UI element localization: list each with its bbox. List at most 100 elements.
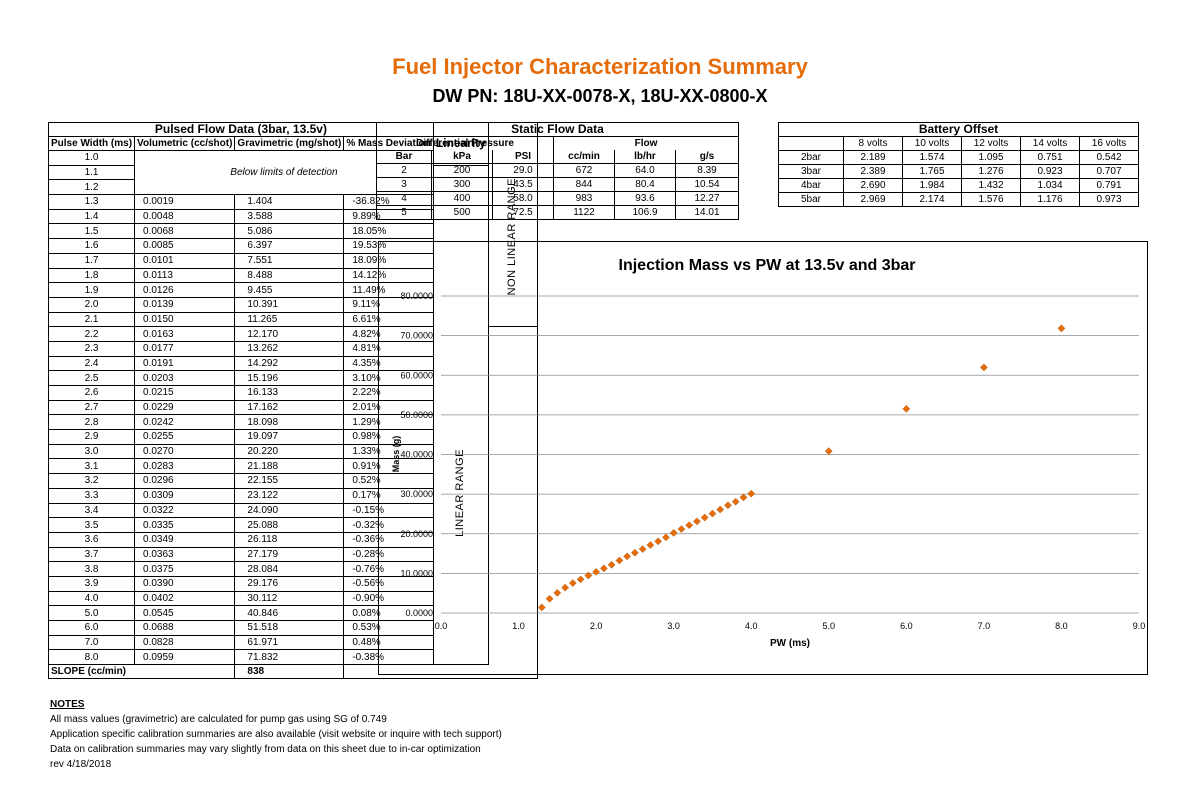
x-axis-label: PW (ms) [770,638,810,649]
gravimetric-cell: 14.292 [234,356,345,372]
note-line: Data on calibration summaries may vary s… [50,744,481,755]
mass-deviation-cell: 0.91% [343,458,434,475]
table-row: 3.9 0.0390 29.176 -0.56% [47,576,538,592]
table-row: 3.4 0.0322 24.090 -0.15% [47,503,538,519]
data-point [980,363,988,372]
pulse-width-cell: 2.1 [47,312,136,328]
mass-deviation-cell: 14.12% [343,268,434,284]
data-point [553,588,562,597]
mass-deviation-cell: 0.08% [343,605,434,621]
pulse-width-cell: 1.3 [47,194,136,210]
y-tick-label: 60.0000 [400,370,433,380]
chart-title: Injection Mass vs PW at 13.5v and 3bar [619,257,916,274]
mass-deviation-cell: 4.81% [343,341,434,357]
table-row: 1.1 [47,165,538,181]
volumetric-cell: 0.0283 [134,458,236,475]
x-tick-label: 3.0 [667,621,680,631]
volumetric-cell: 0.0828 [134,635,236,651]
pulse-width-cell: 2.0 [47,297,136,313]
static-flow-cell: 43.5 [492,177,554,192]
table-row: 1.4 0.0048 3.588 9.89% [47,209,538,225]
gravimetric-cell: 24.090 [234,503,345,519]
gravimetric-cell: 20.220 [234,444,345,460]
volumetric-cell: 0.0242 [134,414,236,431]
mass-deviation-cell: 0.48% [343,635,434,651]
pulse-width-cell: 3.1 [47,458,136,475]
table-row: 5.0 0.0545 40.846 0.08% [47,605,538,621]
table-row: 2.2 0.0163 12.170 4.82% LINEAR RANGE [47,326,538,666]
data-point [576,575,585,584]
notes-heading: NOTES [50,699,85,710]
table-row: 2.0 0.0139 10.391 9.11% [47,297,538,313]
gravimetric-cell: 15.196 [234,370,345,386]
pulse-width-cell: 1.6 [47,238,136,254]
data-point [693,517,701,526]
mass-deviation-cell: 9.11% [343,297,434,313]
volumetric-cell: 0.0390 [134,576,236,592]
mass-deviation-cell: 3.10% [343,370,434,386]
static-flow-cell: 672 [553,163,615,178]
pulse-width-cell: 2.4 [47,356,136,372]
x-tick-label: 6.0 [900,621,913,631]
gravimetric-cell: 10.391 [234,297,345,313]
table-row: 4 400 58.0 983 93.6 12.27 [376,191,739,206]
pulse-width-cell: 7.0 [47,635,136,651]
notes-section: NOTES All mass values (gravimetric) are … [50,697,502,772]
table-row: 4bar 2.690 1.984 1.432 1.034 0.791 [778,178,1139,193]
static-flow-cell: 200 [431,163,493,178]
column-header: 10 volts [902,136,962,151]
static-flow-cell: 58.0 [492,191,554,206]
table-row: 3.7 0.0363 27.179 -0.28% [47,547,538,563]
pulse-width-cell: 3.2 [47,473,136,489]
mass-deviation-cell: -0.15% [343,503,434,519]
data-point [677,525,686,533]
pulse-width-cell: 4.0 [47,591,136,607]
linear-range-cell: LINEAR RANGE [432,326,489,666]
pulse-width-cell: 5.0 [47,605,136,621]
gravimetric-cell: 21.188 [234,458,345,475]
differential-pressure-group: Differential Pressure [376,136,554,150]
data-point [824,447,833,456]
mass-deviation-cell: 1.29% [343,414,434,431]
gravimetric-cell: 27.179 [234,547,345,563]
gravimetric-cell: 3.588 [234,209,345,225]
volumetric-cell: 0.0150 [134,312,236,328]
column-header: 12 volts [961,136,1021,151]
volumetric-cell: 0.0163 [134,326,236,342]
volumetric-cell: 0.0126 [134,282,236,298]
gravimetric-cell: 18.098 [234,414,345,431]
data-point [716,505,725,514]
pulse-width-cell: 1.4 [47,209,136,225]
mass-deviation-cell: 1.33% [343,444,434,460]
column-header: cc/min [553,150,615,164]
table-row: 2.9 0.0255 19.097 0.98% [47,429,538,445]
gravimetric-cell: 25.088 [234,517,345,533]
data-point [1057,324,1066,333]
gravimetric-cell: 61.971 [234,635,345,651]
gravimetric-cell: 12.170 [234,326,345,342]
static-flow-cell: 106.9 [614,205,676,220]
mass-deviation-cell: 11.49% [343,282,434,298]
battery-offset-cell: 4bar [778,178,844,193]
revision-date: rev 4/18/2018 [50,759,112,770]
mass-deviation-cell: -0.32% [343,517,434,533]
table-row: 5bar 2.969 2.174 1.576 1.176 0.973 [778,192,1139,207]
column-header: kPa [431,150,493,164]
table-row: 2.6 0.0215 16.133 2.22% [47,385,538,401]
x-tick-label: 0.0 [435,621,448,631]
pulse-width-cell: 1.2 [47,179,136,196]
static-flow-cell: 64.0 [614,163,676,178]
pulse-width-cell: 3.6 [47,532,136,548]
mass-deviation-cell: 6.61% [343,312,434,328]
pulse-width-cell: 8.0 [47,649,136,666]
data-point [669,528,678,537]
gravimetric-cell: 9.455 [234,282,345,298]
volumetric-cell: 0.0335 [134,517,236,533]
table-row: 3.6 0.0349 26.118 -0.36% [47,532,538,548]
volumetric-cell: 0.0255 [134,429,236,445]
gravimetric-cell: 23.122 [234,488,345,504]
table-row: 2.8 0.0242 18.098 1.29% [47,414,538,431]
y-tick-label: 70.0000 [400,331,433,341]
slope-row: SLOPE (cc/min) 838 [47,664,538,680]
data-point [584,571,593,580]
